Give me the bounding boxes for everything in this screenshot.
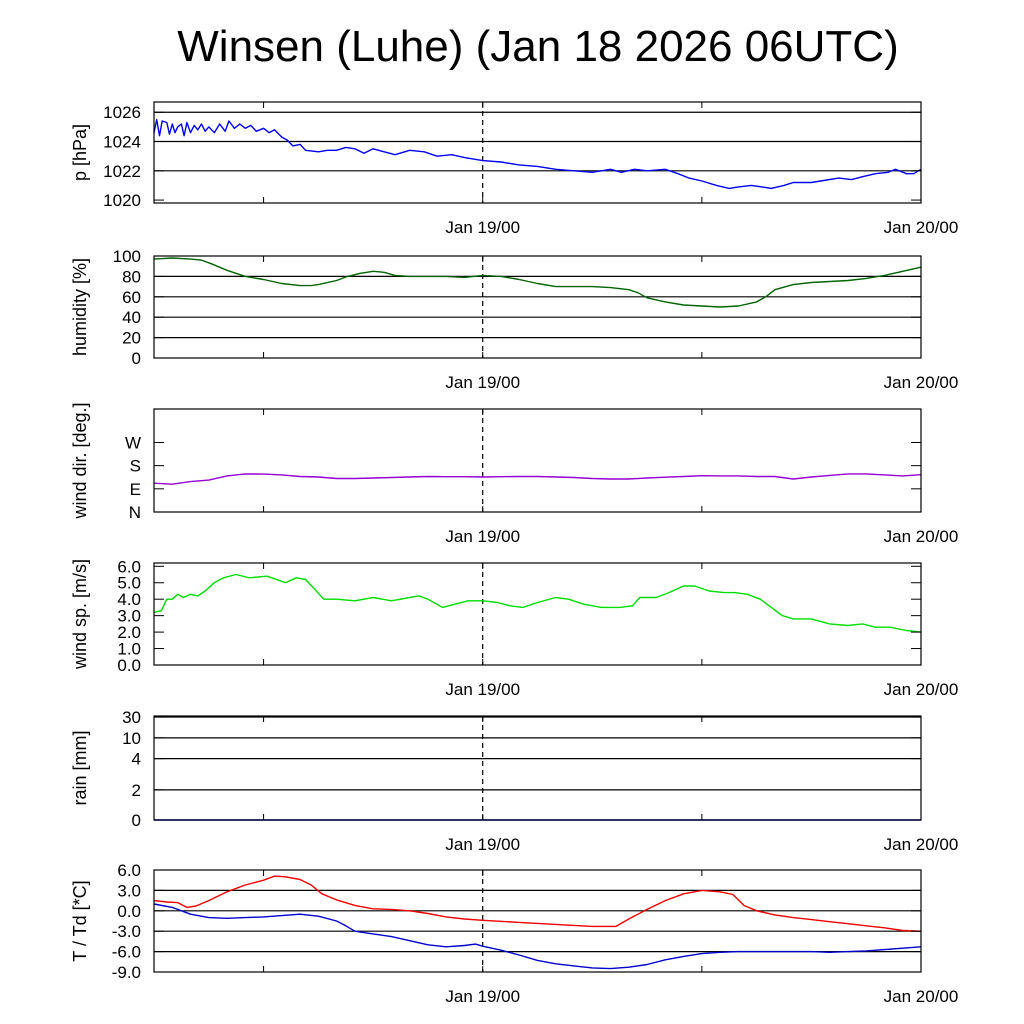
series-p [153, 118, 922, 190]
y-tick-label: 80 [122, 267, 141, 286]
y-tick-label: 30 [122, 708, 141, 727]
y-tick-label: W [125, 433, 141, 452]
x-tick-label: Jan 19/00 [445, 835, 520, 854]
y-tick-label: 3.0 [117, 881, 141, 900]
series-speed [153, 573, 922, 633]
x-tick-label: Jan 20/00 [884, 835, 959, 854]
plot-frame [153, 255, 922, 359]
y-tick-label: 6.0 [117, 557, 141, 576]
y-tick-label: 40 [122, 308, 141, 327]
y-tick-label: 2.0 [117, 623, 141, 642]
plot-frame [153, 869, 922, 973]
x-tick-label: Jan 19/00 [445, 527, 520, 546]
y-tick-label: 4.0 [117, 590, 141, 609]
panel-pressure: 1026 1024 1022 1020 Jan 19/00 Jan 20/00 p [hPa… [70, 101, 959, 237]
series-humidity [153, 257, 922, 308]
y-tick-label: 1.0 [117, 640, 141, 659]
page-title: Winsen (Luhe) (Jan 18 2026 06UTC) [177, 22, 899, 71]
y-tick-label: 0 [132, 811, 141, 830]
y-tick-label: 0 [132, 349, 141, 368]
y-tick-label: -9.0 [112, 963, 141, 982]
x-tick-label: Jan 19/00 [445, 987, 520, 1006]
y-tick-label: 0.0 [117, 902, 141, 921]
plot-frame [153, 101, 922, 204]
y-tick-label: 3.0 [117, 607, 141, 626]
panel-rain: 30 10 4 2 0 Jan 19/00 Jan 20/00 rain [mm] [70, 708, 959, 854]
x-tick-label: Jan 19/00 [445, 680, 520, 699]
y-axis-label: rain [mm] [70, 730, 90, 805]
series-direction [153, 473, 922, 485]
y-tick-label: E [130, 480, 141, 499]
y-tick-label: 20 [122, 329, 141, 348]
y-tick-label: S [130, 457, 141, 476]
y-tick-label: 100 [113, 247, 141, 266]
y-tick-label: 10 [122, 729, 141, 748]
x-tick-label: Jan 20/00 [884, 373, 959, 392]
y-tick-label: 60 [122, 288, 141, 307]
x-tick-label: Jan 20/00 [884, 218, 959, 237]
plot-frame [153, 715, 922, 821]
y-tick-label: -3.0 [112, 922, 141, 941]
y-tick-label: -6.0 [112, 943, 141, 962]
plot-frame [153, 408, 922, 513]
y-tick-label: 1026 [103, 103, 141, 122]
series-T [153, 875, 922, 932]
y-axis-label: p [hPa] [70, 124, 90, 181]
y-tick-label: 1022 [103, 162, 141, 181]
x-tick-label: Jan 20/00 [884, 527, 959, 546]
series-Td [153, 903, 922, 970]
y-tick-label: N [129, 503, 141, 522]
y-tick-label: 0.0 [117, 656, 141, 675]
x-tick-label: Jan 19/00 [445, 373, 520, 392]
y-tick-label: 6.0 [117, 861, 141, 880]
panel-temperature_dewpoint: 6.03.0 0.0-3.0 -6.0-9.0 Jan 19/00 Jan 20/00 T… [70, 861, 959, 1006]
y-tick-label: 2 [132, 781, 141, 800]
x-tick-label: Jan 20/00 [884, 680, 959, 699]
y-axis-label: wind dir. [deg.] [70, 402, 90, 519]
y-axis-label: wind sp. [m/s] [70, 559, 90, 670]
plot-frame [153, 562, 922, 666]
y-tick-label: 4 [132, 750, 141, 769]
y-axis-label: humidity [%] [70, 258, 90, 356]
x-tick-label: Jan 20/00 [884, 987, 959, 1006]
y-tick-label: 1024 [103, 133, 141, 152]
x-tick-label: Jan 19/00 [445, 218, 520, 237]
y-axis-label: T / Td [*C] [70, 880, 90, 961]
y-tick-label: 1020 [103, 191, 141, 210]
y-tick-label: 5.0 [117, 574, 141, 593]
panel-wind_speed: 6.05.04.03.02.01.00.0 Jan 19/00 Jan 20/00 w… [70, 557, 959, 699]
